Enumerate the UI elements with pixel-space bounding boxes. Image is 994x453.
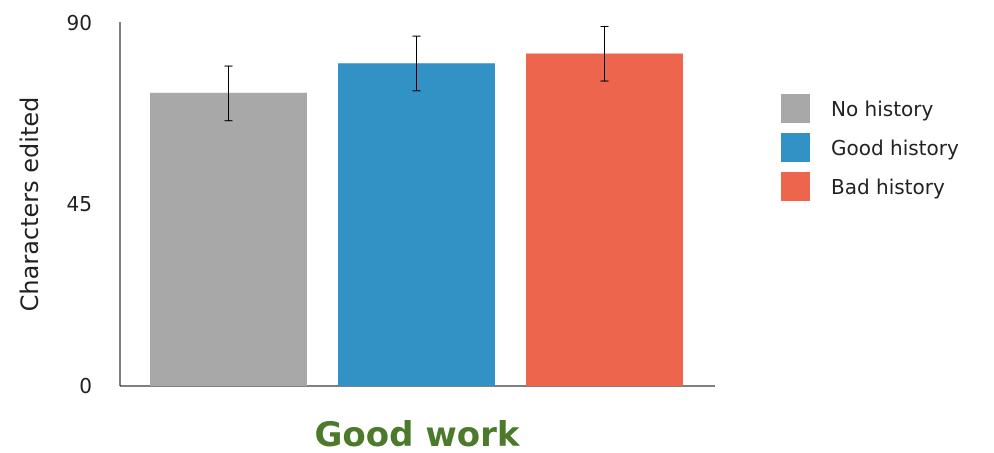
legend: No history Good history Bad history [781, 94, 959, 201]
y-tick-label-0: 0 [79, 374, 92, 398]
bar-no-history [150, 92, 307, 387]
chart-title: Good work [315, 415, 521, 453]
y-tick-label-90: 90 [67, 11, 92, 35]
y-tick-label-45: 45 [67, 192, 92, 216]
legend-swatch-bad-history [781, 172, 810, 201]
legend-label-bad-history: Bad history [831, 175, 945, 199]
bars-group [150, 25, 683, 387]
legend-label-no-history: No history [831, 97, 934, 121]
error-bar-good-history [412, 35, 421, 92]
legend-label-good-history: Good history [831, 136, 959, 160]
legend-swatch-good-history [781, 133, 810, 162]
bar-good-history [338, 63, 495, 387]
y-axis-title: Characters edited [16, 97, 44, 312]
error-bar-bad-history [600, 25, 609, 82]
legend-swatch-no-history [781, 94, 810, 123]
bar-bad-history [526, 53, 683, 387]
error-bar-no-history [224, 65, 233, 122]
